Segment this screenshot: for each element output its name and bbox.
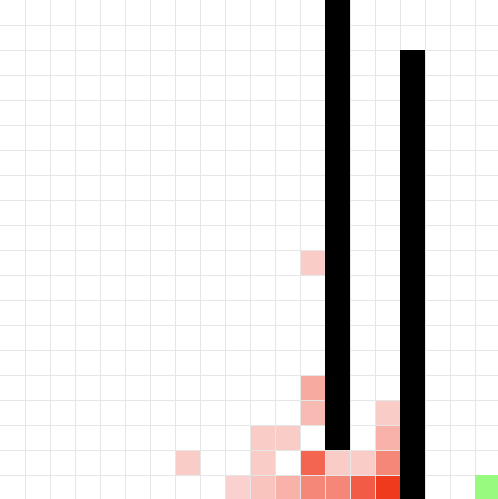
wall-cell[interactable] — [400, 200, 425, 225]
explored-cell[interactable] — [350, 475, 375, 499]
wall-cell[interactable] — [400, 375, 425, 400]
explored-cell[interactable] — [375, 400, 400, 425]
wall-cell[interactable] — [325, 225, 350, 250]
wall-cell[interactable] — [325, 125, 350, 150]
wall-cell[interactable] — [325, 325, 350, 350]
wall-cell[interactable] — [400, 50, 425, 75]
wall-cell[interactable] — [400, 100, 425, 125]
explored-cell[interactable] — [175, 450, 200, 475]
wall-cell[interactable] — [325, 300, 350, 325]
walls-layer — [325, 0, 425, 499]
explored-cell[interactable] — [250, 425, 275, 450]
explored-cell[interactable] — [325, 475, 350, 499]
explored-cell[interactable] — [350, 450, 375, 475]
explored-cell[interactable] — [250, 450, 275, 475]
wall-cell[interactable] — [325, 25, 350, 50]
explored-cell[interactable] — [375, 450, 400, 475]
explored-cell[interactable] — [300, 375, 325, 400]
wall-cell[interactable] — [400, 225, 425, 250]
wall-cell[interactable] — [400, 125, 425, 150]
wall-cell[interactable] — [325, 375, 350, 400]
goal-layer — [475, 475, 498, 499]
wall-cell[interactable] — [325, 275, 350, 300]
wall-cell[interactable] — [325, 50, 350, 75]
explored-cell[interactable] — [300, 250, 325, 275]
wall-cell[interactable] — [325, 250, 350, 275]
wall-cell[interactable] — [400, 275, 425, 300]
wall-cell[interactable] — [325, 100, 350, 125]
wall-cell[interactable] — [325, 175, 350, 200]
wall-cell[interactable] — [400, 400, 425, 425]
wall-cell[interactable] — [400, 450, 425, 475]
explored-cell[interactable] — [300, 450, 325, 475]
explored-cell[interactable] — [300, 475, 325, 499]
goal-cell[interactable] — [475, 475, 498, 499]
wall-cell[interactable] — [400, 300, 425, 325]
explored-cell[interactable] — [300, 400, 325, 425]
wall-cell[interactable] — [400, 250, 425, 275]
wall-cell[interactable] — [325, 350, 350, 375]
wall-cell[interactable] — [325, 400, 350, 425]
wall-cell[interactable] — [400, 350, 425, 375]
explored-cell[interactable] — [275, 425, 300, 450]
wall-cell[interactable] — [400, 175, 425, 200]
wall-cell[interactable] — [325, 0, 350, 25]
wall-cell[interactable] — [400, 325, 425, 350]
explored-cell[interactable] — [375, 425, 400, 450]
wall-cell[interactable] — [400, 75, 425, 100]
wall-cell[interactable] — [400, 475, 425, 499]
wall-cell[interactable] — [325, 425, 350, 450]
wall-cell[interactable] — [325, 200, 350, 225]
explored-cell[interactable] — [225, 475, 250, 499]
wall-cell[interactable] — [400, 150, 425, 175]
wall-cell[interactable] — [400, 425, 425, 450]
explored-cell[interactable] — [375, 475, 400, 499]
wall-cell[interactable] — [325, 75, 350, 100]
explored-cell[interactable] — [275, 475, 300, 499]
explored-cell[interactable] — [250, 475, 275, 499]
wall-cell[interactable] — [325, 150, 350, 175]
explored-cells-layer — [175, 250, 400, 499]
explored-cell[interactable] — [325, 450, 350, 475]
